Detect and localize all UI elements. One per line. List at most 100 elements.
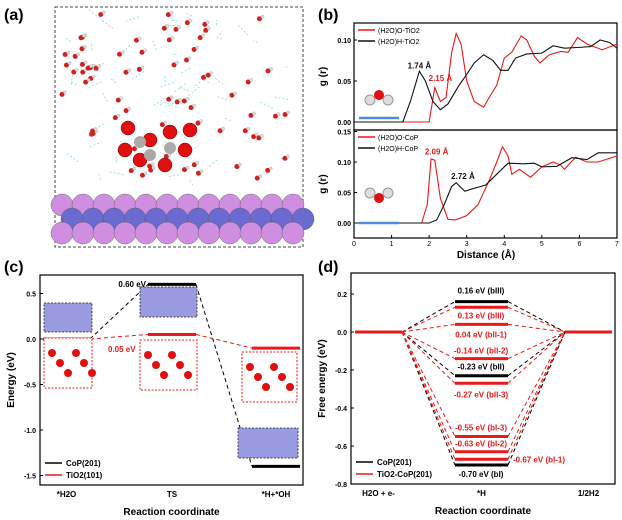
water-hydrogen (199, 119, 203, 123)
hydrogen-bond (88, 80, 103, 88)
water-oxygen (217, 128, 223, 134)
y-tick-label: 0.0 (337, 330, 347, 337)
titanium-atom (164, 142, 176, 154)
water-oxygen (173, 26, 179, 32)
hydrogen-bond (260, 101, 273, 109)
water-hydrogen (206, 20, 210, 25)
titanium-atom (134, 136, 146, 148)
legend-label: (H2O)O-TiO2 (378, 28, 420, 35)
hydrogen-bond (130, 71, 144, 81)
hydrogen-bond (186, 86, 200, 98)
connector (401, 331, 456, 460)
panel-label: (d) (318, 259, 338, 276)
water-oxygen (159, 122, 165, 128)
water-hydrogen (187, 56, 192, 60)
water-oxygen (265, 68, 271, 74)
level-label: 0.13 eV (bIII) (458, 311, 505, 320)
water-hydrogen (170, 36, 175, 40)
hydrogen-atom (364, 187, 376, 199)
hydrogen-bond (90, 41, 93, 51)
water-hydrogen (75, 68, 79, 72)
legend-label: CoP(201) (66, 459, 101, 468)
water-oxygen (98, 11, 104, 17)
y-tick-label: 0.05 (337, 79, 351, 86)
water-hydrogen (137, 36, 142, 41)
x-tick-label: *H+*OH (262, 490, 291, 499)
structure-inset (43, 302, 93, 333)
connector (401, 301, 456, 333)
connector (89, 333, 149, 340)
connector (89, 284, 149, 340)
hydrogen-bond (95, 123, 104, 129)
water-oxygen (139, 172, 145, 178)
y-tick-label: -0.2 (335, 368, 347, 375)
connector (401, 331, 456, 360)
water-oxygen (147, 163, 153, 169)
annotation: 2.09 Å (425, 148, 449, 157)
connector (507, 323, 566, 333)
cop-slab-atom (92, 221, 116, 245)
water-oxygen (205, 72, 211, 78)
tio2-oxygen (162, 124, 178, 140)
y-tick-label: -0.8 (335, 482, 347, 489)
x-tick-label: 0 (352, 241, 356, 248)
water-oxygen (123, 69, 129, 75)
series-line-(H2O)H-CoP (354, 152, 617, 224)
x-axis-label: Reaction coordinate (123, 507, 220, 518)
tio2-oxygen (182, 122, 198, 138)
water-hydrogen (209, 71, 214, 75)
water-oxygen (229, 92, 235, 98)
water-oxygen (115, 97, 121, 103)
water-hydrogen (269, 67, 273, 71)
hydrogen-bond (65, 37, 73, 43)
hydrogen-bond (274, 96, 289, 100)
level-label: 0.16 eV (bIII) (458, 287, 505, 296)
hydrogen-bond (158, 82, 174, 88)
water-oxygen (184, 20, 190, 26)
hydrogen-atom (364, 94, 376, 106)
water-oxygen (166, 96, 172, 102)
water-oxygen (112, 115, 118, 121)
series-line-(H2O)H-TiO2 (354, 39, 618, 123)
tio2-oxygen (117, 142, 133, 158)
oxygen-atom (72, 349, 80, 357)
oxygen-atom (254, 373, 262, 381)
panel-label: (a) (4, 7, 24, 24)
water-hydrogen (76, 52, 80, 57)
hydrogen-bond (217, 96, 230, 101)
water-oxygen (79, 61, 85, 67)
water-hydrogen (89, 64, 93, 68)
cop-slab-atom (71, 221, 95, 245)
water-hydrogen (185, 97, 190, 101)
oxygen-atom (152, 361, 160, 369)
water-hydrogen (175, 61, 179, 65)
x-axis-label: Reaction coordinate (435, 506, 532, 517)
water-hydrogen (192, 103, 196, 108)
level-label: -0.27 eV (bII-3) (454, 390, 509, 399)
level-label: 0.04 eV (bII-1) (455, 330, 507, 339)
hydrogen-bond (125, 16, 139, 22)
water-hydrogen (163, 120, 168, 125)
cop-slab-atom (134, 221, 158, 245)
connector (507, 331, 566, 466)
x-tick-label: 3 (465, 241, 469, 248)
y-tick-label: 0.10 (337, 160, 351, 167)
water-oxygen (131, 146, 137, 152)
oxygen-atom (64, 369, 72, 377)
legend-label: TiO2-CoP(201) (377, 470, 432, 479)
plot-frame (350, 272, 616, 485)
water-oxygen (174, 99, 180, 105)
oxygen-atom (176, 361, 184, 369)
water-hydrogen (185, 165, 190, 170)
hydrogen-bond (252, 40, 258, 43)
cop-slab-atom (281, 221, 305, 245)
water-hydrogen (178, 98, 182, 102)
connector (195, 284, 253, 467)
hydrogen-bond (237, 24, 249, 36)
connector (507, 331, 566, 452)
water-oxygen (256, 135, 262, 141)
water-hydrogen (260, 15, 265, 19)
water-oxygen (148, 167, 154, 173)
water-hydrogen (286, 110, 290, 115)
